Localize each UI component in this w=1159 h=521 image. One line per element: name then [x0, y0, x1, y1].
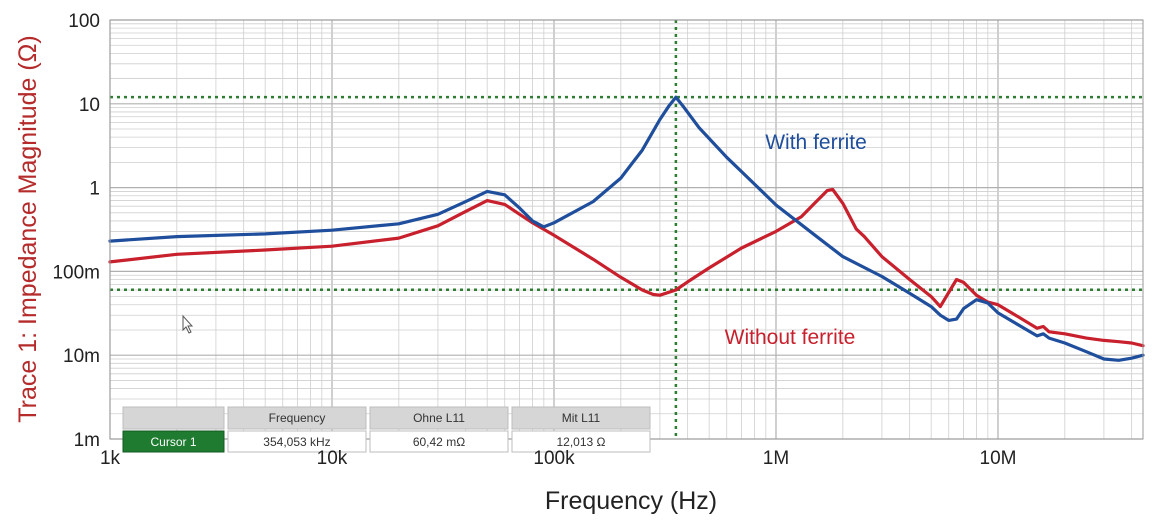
mouse-pointer: [182, 314, 194, 334]
table-header-label: Ohne L11: [413, 411, 465, 425]
table-header-label: Frequency: [269, 411, 326, 425]
series-line-with-ferrite: [108, 95, 1145, 362]
x-tick-label: 1M: [763, 448, 789, 469]
table-header-cell: [227, 406, 367, 430]
y-tick-label: 100: [68, 11, 100, 32]
y-tick-label: 10: [79, 95, 100, 116]
table-value-cell: [511, 430, 651, 453]
annotation-with-ferrite: With ferrite: [765, 131, 867, 154]
annotations: With ferrite Without ferrite: [725, 131, 867, 349]
table-header-cell: [369, 406, 509, 430]
tick-labels: 1k 10k 100k 1M 10M 100 10 1 100m 10m 1m: [52, 11, 1016, 469]
x-tick-label: 10k: [317, 448, 348, 469]
y-tick-label: 100m: [52, 262, 100, 283]
x-axis-title: Frequency (Hz): [545, 487, 717, 515]
table-value: 12,013 Ω: [556, 435, 605, 449]
x-tick-label: 10M: [980, 448, 1017, 469]
series-line-without-ferrite: [108, 187, 1145, 348]
table-value: 60,42 mΩ: [413, 435, 465, 449]
y-tick-label: 1: [89, 179, 100, 200]
table-value: 354,053 kHz: [263, 435, 330, 449]
x-tick-label: 100k: [533, 448, 575, 469]
cursor-table[interactable]: Cursor 1 Frequency 354,053 kHz Ohne L11 60,4…: [122, 406, 651, 453]
y-tick-label: 10m: [63, 346, 100, 367]
table-header-cell: [122, 406, 225, 430]
axis-titles: Frequency (Hz) Trace 1: Impedance Magnitu…: [14, 35, 717, 515]
mouse-pointer-icon: [182, 314, 194, 334]
y-tick-label: 1m: [74, 430, 100, 451]
cursor-row-label: Cursor 1: [150, 435, 196, 449]
table-header-cell: [511, 406, 651, 430]
table-value-cell: [227, 430, 367, 453]
cursor-row-label-cell: [122, 430, 225, 453]
annotation-without-ferrite: Without ferrite: [725, 326, 856, 349]
x-tick-label: 1k: [100, 448, 121, 469]
y-axis-title: Trace 1: Impedance Magnitude (Ω): [14, 35, 42, 422]
table-value-cell: [369, 430, 509, 453]
series-layer: [108, 95, 1145, 362]
table-header-label: Mit L11: [562, 411, 601, 425]
